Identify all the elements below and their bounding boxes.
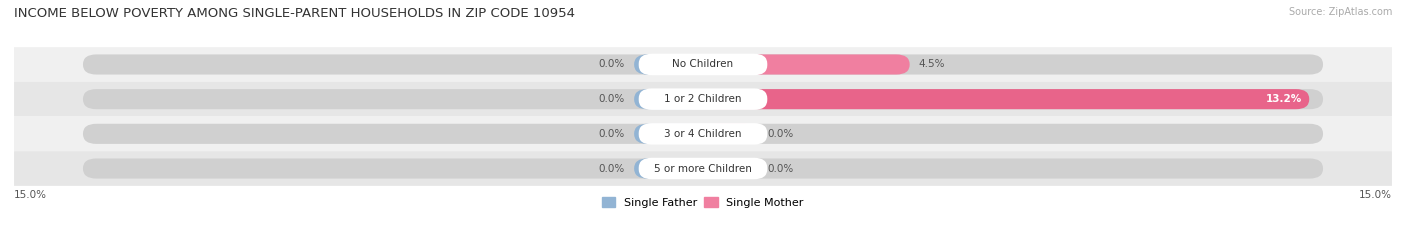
FancyBboxPatch shape <box>634 55 703 75</box>
Text: 5 or more Children: 5 or more Children <box>654 164 752 174</box>
Text: 15.0%: 15.0% <box>14 190 46 200</box>
FancyBboxPatch shape <box>703 89 1309 109</box>
Text: 0.0%: 0.0% <box>768 164 793 174</box>
FancyBboxPatch shape <box>638 123 768 145</box>
Text: 0.0%: 0.0% <box>599 94 624 104</box>
FancyBboxPatch shape <box>634 124 703 144</box>
FancyBboxPatch shape <box>14 82 1392 116</box>
FancyBboxPatch shape <box>703 55 910 75</box>
FancyBboxPatch shape <box>14 47 1392 82</box>
FancyBboxPatch shape <box>83 158 1323 178</box>
FancyBboxPatch shape <box>83 89 1323 109</box>
FancyBboxPatch shape <box>83 124 1323 144</box>
FancyBboxPatch shape <box>634 89 703 109</box>
Text: INCOME BELOW POVERTY AMONG SINGLE-PARENT HOUSEHOLDS IN ZIP CODE 10954: INCOME BELOW POVERTY AMONG SINGLE-PARENT… <box>14 7 575 20</box>
FancyBboxPatch shape <box>638 54 768 75</box>
Text: 0.0%: 0.0% <box>599 164 624 174</box>
Text: 15.0%: 15.0% <box>1360 190 1392 200</box>
Text: 13.2%: 13.2% <box>1267 94 1302 104</box>
FancyBboxPatch shape <box>14 116 1392 151</box>
FancyBboxPatch shape <box>703 158 758 178</box>
FancyBboxPatch shape <box>638 88 768 110</box>
Text: No Children: No Children <box>672 59 734 69</box>
Text: 3 or 4 Children: 3 or 4 Children <box>664 129 742 139</box>
Text: Source: ZipAtlas.com: Source: ZipAtlas.com <box>1288 7 1392 17</box>
Text: 0.0%: 0.0% <box>599 129 624 139</box>
Text: 0.0%: 0.0% <box>599 59 624 69</box>
FancyBboxPatch shape <box>638 158 768 179</box>
FancyBboxPatch shape <box>634 158 703 178</box>
Legend: Single Father, Single Mother: Single Father, Single Mother <box>598 193 808 212</box>
Text: 4.5%: 4.5% <box>920 59 945 69</box>
FancyBboxPatch shape <box>703 124 758 144</box>
Text: 1 or 2 Children: 1 or 2 Children <box>664 94 742 104</box>
FancyBboxPatch shape <box>83 55 1323 75</box>
FancyBboxPatch shape <box>14 151 1392 186</box>
Text: 0.0%: 0.0% <box>768 129 793 139</box>
